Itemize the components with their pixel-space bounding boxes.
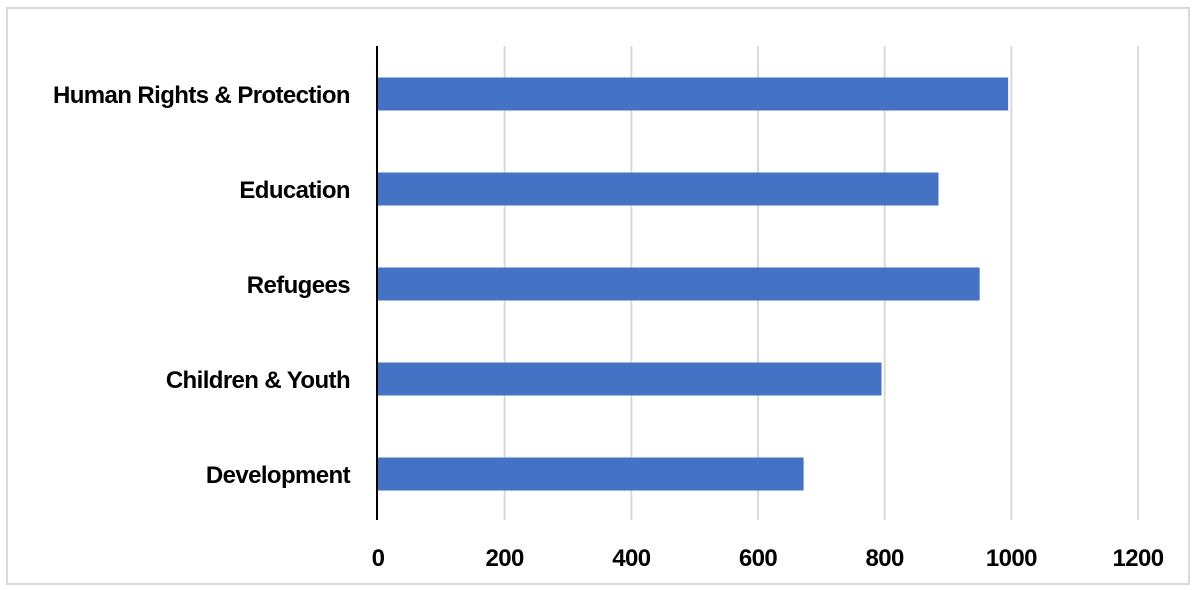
category-label-4: Development xyxy=(206,462,351,489)
x-tick-label-400: 400 xyxy=(612,545,650,572)
bar-1 xyxy=(378,172,939,206)
category-label-2: Refugees xyxy=(247,272,350,299)
x-tick-label-0: 0 xyxy=(372,545,385,572)
x-tick-label-1200: 1200 xyxy=(1113,545,1164,572)
bar-2 xyxy=(378,267,980,301)
category-label-0: Human Rights & Protection xyxy=(53,82,350,109)
category-label-3: Children & Youth xyxy=(166,367,350,394)
bar-0 xyxy=(378,77,1009,111)
x-tick-label-1000: 1000 xyxy=(986,545,1037,572)
labels: 0 200 400 600 800 1000 1200 Human Rights & Prot… xyxy=(53,82,1164,572)
category-label-1: Education xyxy=(239,177,350,204)
x-tick-label-600: 600 xyxy=(739,545,777,572)
bar-3 xyxy=(378,362,882,396)
bar-4 xyxy=(378,457,804,491)
x-tick-label-200: 200 xyxy=(486,545,524,572)
x-tick-label-800: 800 xyxy=(866,545,904,572)
gridlines xyxy=(503,46,1139,520)
bars xyxy=(378,77,1009,491)
